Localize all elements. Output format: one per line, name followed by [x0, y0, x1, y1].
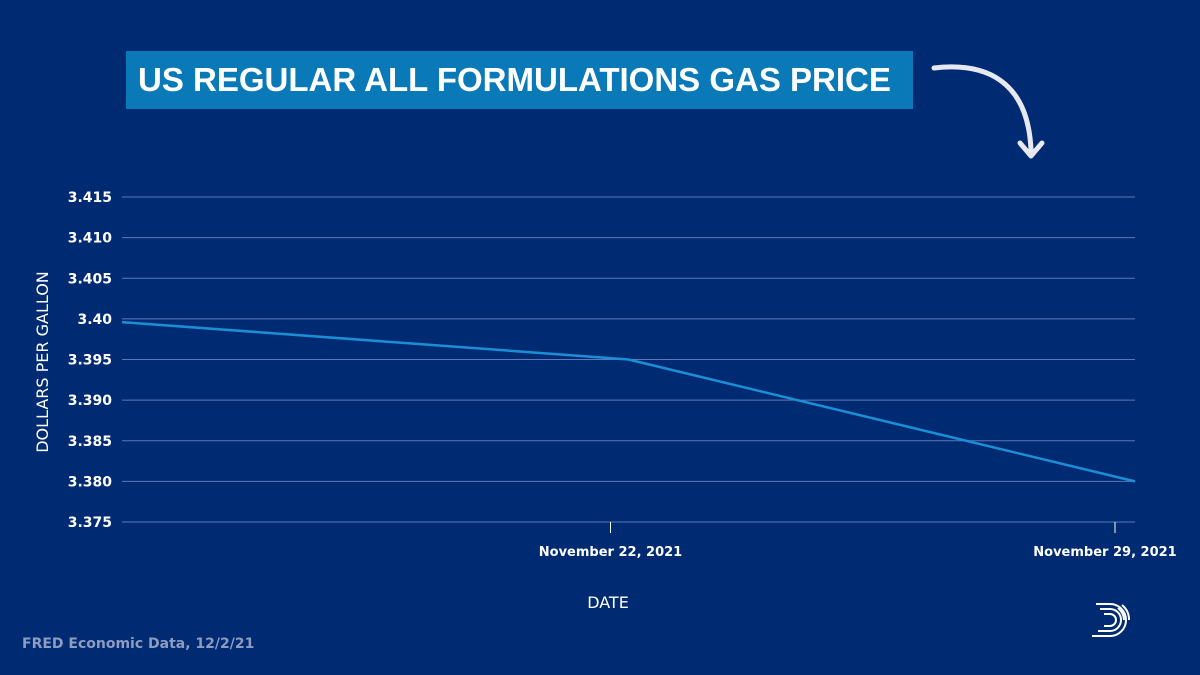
y-axis-title: DOLLARS PER GALLON: [33, 271, 52, 453]
series-layer: [121, 320, 1136, 483]
x-tick-label: November 22, 2021: [539, 545, 682, 560]
chart-title-box: US REGULAR ALL FORMULATIONS GAS PRICE: [126, 51, 913, 109]
series-line: [121, 320, 1136, 483]
d-stripes-logo-icon: [1092, 603, 1131, 637]
curved-arrow-down-icon: [931, 64, 1045, 159]
y-tick-label: 3.380: [68, 474, 113, 490]
y-tick-label: 3.40: [77, 312, 112, 328]
chart-title: US REGULAR ALL FORMULATIONS GAS PRICE: [138, 61, 891, 98]
x-tick-label: November 29, 2021: [1033, 545, 1176, 560]
y-tick-label: 3.405: [68, 271, 112, 287]
y-tick-label: 3.395: [68, 353, 112, 369]
x-axis-title: DATE: [587, 593, 629, 612]
y-tick-label: 3.375: [68, 515, 112, 531]
y-tick-label: 3.415: [68, 190, 112, 206]
source-note: FRED Economic Data, 12/2/21: [22, 636, 255, 652]
x-ticks: November 22, 2021 November 29, 2021: [539, 522, 1177, 560]
y-tick-label: 3.410: [68, 231, 113, 247]
y-tick-label: 3.385: [68, 434, 112, 450]
y-tick-label: 3.390: [68, 393, 113, 409]
y-tick-labels: 3.415 3.410 3.405 3.40 3.395 3.390 3.385 3.380 3…: [68, 190, 113, 531]
